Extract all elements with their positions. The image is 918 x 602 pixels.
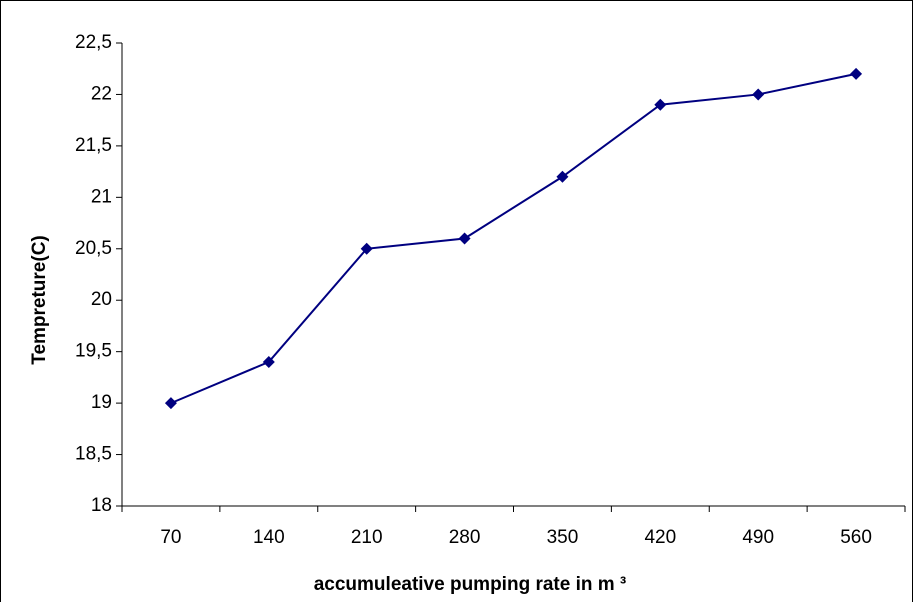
data-point [556,170,569,183]
y-axis-label: Tempreture(C) [29,235,50,365]
x-tick-label: 560 [840,527,872,548]
x-tick-label: 490 [742,527,774,548]
x-tick-label: 420 [644,527,676,548]
y-tick-label: 22 [91,83,112,104]
x-tick-label: 280 [449,527,481,548]
data-point [360,242,373,255]
y-tick-label: 18 [91,495,112,516]
y-tick-label: 20 [91,289,112,310]
y-tick-label: 21 [91,186,112,207]
data-point [654,98,667,111]
data-line [170,72,857,405]
data-point [458,232,471,245]
y-tick-label: 19,5 [75,341,112,362]
x-tick-label: 210 [351,527,383,548]
data-point [850,67,863,80]
y-tick-label: 22,5 [75,32,112,53]
y-tick-label: 20,5 [75,238,112,259]
x-tick-label: 140 [253,527,285,548]
y-tick-label: 18,5 [75,444,112,465]
y-tick-label: 19 [91,392,112,413]
data-point [262,355,275,368]
x-tick-label: 350 [547,527,579,548]
data-point [752,88,765,101]
data-point [164,397,177,410]
x-tick-label: 70 [160,527,181,548]
y-tick-label: 21,5 [75,135,112,156]
x-axis-label: accumuleative pumping rate in m ³ [314,574,627,595]
